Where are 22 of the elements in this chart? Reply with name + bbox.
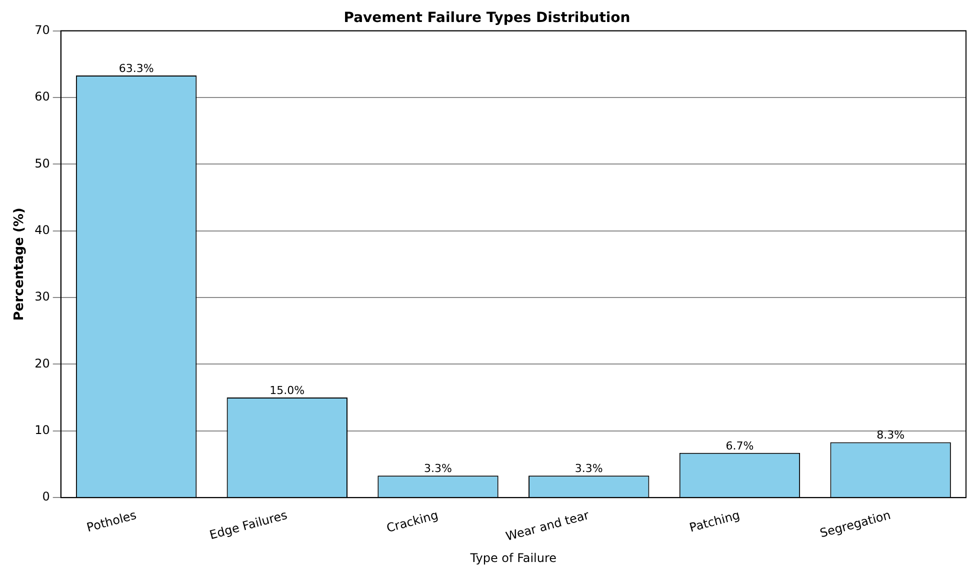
x-tick-label: Edge Failures (208, 508, 289, 542)
data-label: 6.7% (726, 439, 754, 452)
chart-title: Pavement Failure Types Distribution (344, 10, 630, 26)
data-label: 8.3% (876, 428, 905, 442)
x-tick-label: Cracking (384, 508, 440, 536)
x-tick-label: Patching (688, 508, 742, 535)
x-tick-label: Potholes (85, 508, 138, 535)
y-tick-label: 0 (42, 490, 50, 504)
data-label: 3.3% (424, 462, 452, 475)
x-axis-title: Type of Failure (469, 550, 557, 565)
data-label: 15.0% (270, 384, 305, 397)
y-tick-label: 70 (34, 22, 50, 37)
y-tick-label: 20 (34, 356, 50, 370)
data-label: 3.3% (574, 462, 603, 475)
y-tick-label: 40 (34, 222, 50, 237)
y-tick-label: 50 (34, 156, 50, 170)
data-label: 63.3% (118, 62, 154, 75)
y-tick-label: 30 (34, 290, 50, 304)
y-tick-label: 10 (34, 423, 50, 438)
y-tick-label: 60 (34, 90, 50, 104)
x-tick-label: Wear and tear (504, 508, 590, 544)
y-axis-title: Percentage (%) (12, 208, 28, 321)
